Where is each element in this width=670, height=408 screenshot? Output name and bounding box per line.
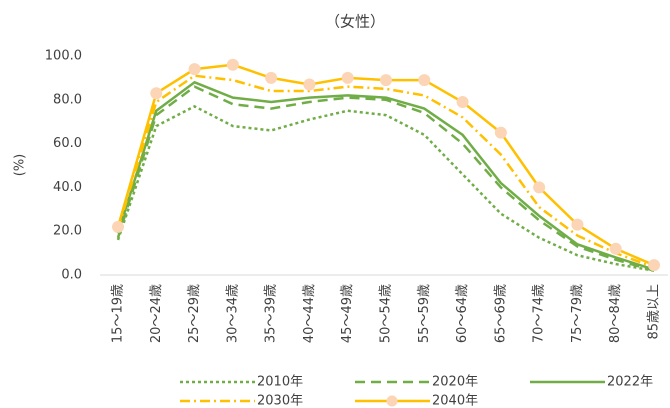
x-tick-label: 45～49歳: [340, 284, 355, 343]
x-tick-label: 40～44歳: [302, 284, 317, 343]
y-tick-label: 80.0: [53, 92, 82, 107]
y-tick-label: 60.0: [53, 136, 82, 151]
y-tick-label: 20.0: [53, 224, 82, 239]
y-axis-label: (%): [13, 154, 28, 177]
point: [494, 126, 507, 139]
point: [303, 78, 316, 91]
legend-label: 2020年: [432, 375, 478, 390]
x-tick-label: 70～74歳: [532, 284, 547, 343]
x-tick-label: 65～69歳: [493, 284, 508, 343]
legend-marker: [386, 395, 398, 407]
x-tick-label: 55～59歳: [417, 284, 432, 343]
point: [571, 218, 584, 231]
point: [609, 242, 622, 255]
point: [380, 74, 392, 87]
legend-label: 2022年: [607, 375, 653, 390]
point: [188, 63, 201, 76]
x-tick-label: 85歳以上: [647, 284, 662, 340]
x-tick-label: 30～34歳: [225, 284, 240, 343]
point: [265, 71, 278, 84]
series-line: [116, 80, 655, 271]
point: [226, 58, 239, 71]
y-tick-label: 100.0: [45, 49, 82, 64]
x-tick-label: 25～29歳: [187, 284, 202, 343]
point: [112, 220, 124, 233]
series-line: [116, 74, 655, 269]
legend-label: 2030年: [257, 394, 303, 408]
series-line: [116, 63, 655, 267]
series-line: [116, 85, 655, 272]
point: [648, 259, 660, 272]
y-tick-label: 40.0: [53, 180, 82, 195]
x-tick-label: 15～19歳: [111, 284, 126, 343]
x-tick-label: 50～54歳: [379, 284, 394, 343]
point: [456, 95, 469, 108]
point: [150, 87, 163, 100]
point: [341, 71, 354, 84]
x-tick-label: 20～24歳: [149, 284, 164, 343]
legend-label: 2040年: [432, 394, 478, 408]
chart-title: （女性）: [325, 13, 385, 31]
x-tick-label: 60～64歳: [455, 284, 470, 343]
point: [533, 181, 546, 194]
series-line: [116, 104, 655, 272]
y-tick-label: 0.0: [61, 268, 82, 283]
x-tick-label: 80～84歳: [608, 284, 623, 343]
legend-label: 2010年: [257, 375, 303, 390]
point: [418, 74, 431, 87]
x-tick-label: 35～39歳: [264, 284, 279, 343]
x-tick-label: 75～79歳: [570, 284, 585, 343]
